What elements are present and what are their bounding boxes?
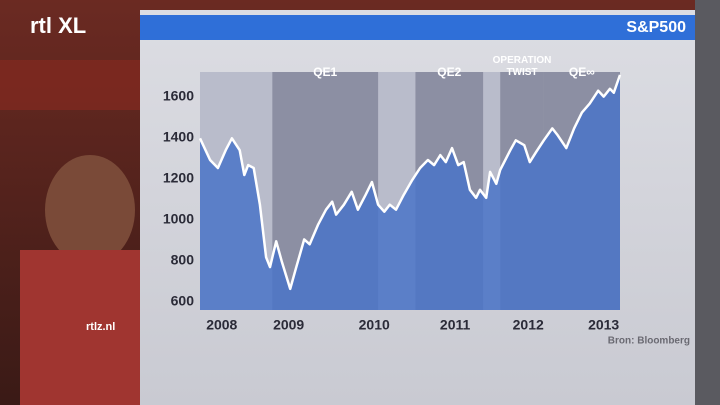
band-label: OPERATION TWIST (493, 55, 552, 78)
chart-title: S&P500 (626, 19, 686, 36)
source: Bron: Bloomberg (608, 336, 690, 347)
watermark: rtlz.nl (86, 321, 115, 333)
photo-board (0, 60, 140, 110)
y-tick-label: 1600 (163, 87, 194, 103)
line (198, 74, 622, 291)
y-tick-label: 1400 (163, 128, 194, 144)
x-tick-label: 2009 (273, 317, 304, 333)
y-tick-label: 600 (171, 292, 195, 308)
y-tick-label: 800 (171, 251, 195, 267)
x-tick-label: 2010 (359, 317, 390, 333)
y-tick-label: 1000 (163, 210, 194, 226)
band-label: QE2 (437, 65, 461, 79)
area (200, 74, 620, 311)
logo: rtl XL (30, 13, 86, 38)
photo-person (45, 155, 135, 265)
photo-right (695, 0, 720, 405)
x-tick-label: 2008 (206, 317, 237, 333)
photo-shirt (20, 250, 140, 405)
y-tick-label: 1200 (163, 169, 194, 185)
band-label: QE∞ (569, 65, 595, 79)
x-tick-label: 2011 (440, 317, 471, 333)
band-label: QE1 (313, 65, 337, 79)
title-bar (140, 15, 695, 40)
x-tick-label: 2013 (588, 317, 619, 333)
x-tick-label: 2012 (513, 317, 544, 333)
